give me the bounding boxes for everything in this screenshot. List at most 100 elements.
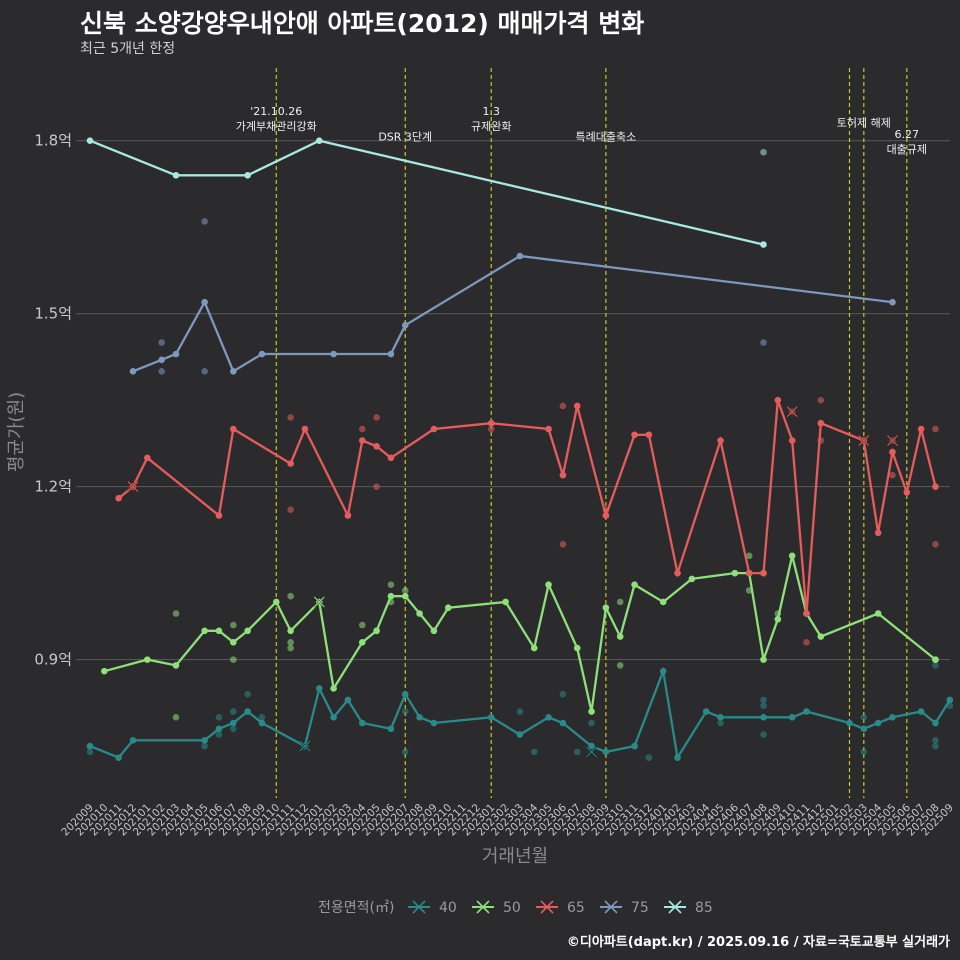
scatter-point-40 xyxy=(215,731,223,738)
data-point-40 xyxy=(86,742,94,750)
legend-swatch-x xyxy=(476,900,490,914)
data-point-50 xyxy=(760,656,767,663)
data-point-85 xyxy=(315,137,323,145)
data-point-75 xyxy=(387,350,395,358)
x-marker-stroke xyxy=(887,435,898,446)
x-marker-stroke xyxy=(858,435,870,446)
scatter-point-65 xyxy=(373,483,380,490)
data-point-50 xyxy=(659,598,667,606)
scatter-point-40 xyxy=(86,748,94,756)
data-point-50 xyxy=(573,644,581,652)
data-point-40 xyxy=(330,713,337,721)
data-point-50 xyxy=(172,662,180,669)
source-caption: ©디아파트(dapt.kr) / 2025.09.16 / 자료=국토교통부 실… xyxy=(566,935,950,950)
data-point-40 xyxy=(401,690,409,698)
data-point-40 xyxy=(788,713,796,721)
legend: 전용면적(㎡) 40 50 65 75 85 xyxy=(318,900,713,916)
legend-swatch-x xyxy=(604,900,618,914)
data-point-40 xyxy=(946,696,954,704)
scatter-point-50 xyxy=(358,621,366,629)
data-point-75 xyxy=(401,321,409,329)
scatter-point-40 xyxy=(559,690,567,698)
data-point-50 xyxy=(874,610,882,617)
scatter-point-50 xyxy=(387,581,395,588)
scatter-point-40 xyxy=(258,713,266,721)
data-point-40 xyxy=(803,708,810,715)
data-point-65 xyxy=(803,610,810,617)
data-point-50 xyxy=(430,627,438,635)
data-point-50 xyxy=(201,627,208,635)
scatter-point-65 xyxy=(817,396,825,404)
event-label: 토허제 해제 xyxy=(837,115,891,129)
data-point-65 xyxy=(344,512,352,519)
legend-item-75: 75 xyxy=(600,900,649,916)
x-marker xyxy=(585,746,598,758)
data-point-65 xyxy=(774,396,782,404)
data-point-40 xyxy=(545,713,552,721)
data-point-65 xyxy=(874,529,882,537)
scatter-point-40 xyxy=(932,662,939,669)
x-marker xyxy=(886,434,899,447)
data-point-40 xyxy=(602,748,610,756)
event-label: '21.10.26 가계부채관리강화 xyxy=(236,105,317,133)
x-marker xyxy=(313,596,325,608)
event-label: 6.27 대출규제 xyxy=(887,128,927,156)
scatter-point-40 xyxy=(860,713,868,721)
data-point-40 xyxy=(702,708,710,715)
data-point-65 xyxy=(602,512,610,519)
data-point-75 xyxy=(129,368,137,375)
data-point-40 xyxy=(430,719,438,727)
x-marker-stroke xyxy=(586,746,597,758)
legend-swatch-x xyxy=(412,900,426,914)
scatter-point-65 xyxy=(487,425,495,433)
chart-title: 신북 소양강양우내안애 아파트(2012) 매매가격 변화 xyxy=(80,9,645,38)
scatter-point-50 xyxy=(616,662,624,669)
scatter-point-40 xyxy=(645,754,653,761)
legend-item-85: 85 xyxy=(664,900,713,916)
data-point-65 xyxy=(559,471,567,479)
data-point-40 xyxy=(387,725,395,733)
legend-swatch-x xyxy=(540,900,554,914)
data-point-85 xyxy=(760,241,767,248)
data-point-50 xyxy=(631,581,638,588)
data-point-50 xyxy=(602,604,610,612)
data-point-50 xyxy=(272,598,280,606)
series-line-85 xyxy=(89,139,764,246)
data-point-40 xyxy=(760,713,767,721)
series-group xyxy=(86,137,954,761)
data-point-50 xyxy=(530,644,538,652)
data-point-40 xyxy=(559,719,567,727)
x-marker-stroke xyxy=(786,406,798,418)
data-point-65 xyxy=(144,454,151,462)
legend-item-40: 40 xyxy=(408,900,457,916)
x-marker xyxy=(858,434,870,447)
scatter-point-65 xyxy=(559,541,567,548)
data-point-50 xyxy=(230,639,237,646)
scatter-point-50 xyxy=(230,656,237,663)
event-label: DSR 3단계 xyxy=(378,131,432,144)
data-point-40 xyxy=(874,719,882,727)
data-point-40 xyxy=(917,708,925,715)
x-marker-stroke xyxy=(127,481,139,493)
scatter-point-40 xyxy=(230,708,237,715)
data-point-50 xyxy=(616,633,624,640)
data-point-40 xyxy=(416,713,423,721)
data-point-40 xyxy=(516,731,524,738)
data-point-65 xyxy=(760,569,767,577)
data-point-40 xyxy=(215,725,223,733)
scatter-point-40 xyxy=(588,719,595,727)
data-point-75 xyxy=(201,298,208,306)
data-point-75 xyxy=(516,252,524,260)
data-point-40 xyxy=(115,754,122,761)
series-line-65 xyxy=(117,399,937,614)
data-point-85 xyxy=(86,137,94,145)
data-point-75 xyxy=(230,368,237,375)
scatter-point-40 xyxy=(230,725,237,733)
data-point-75 xyxy=(330,350,337,358)
data-point-50 xyxy=(444,604,452,612)
data-point-50 xyxy=(932,656,939,663)
data-point-50 xyxy=(215,627,223,635)
legend-label: 50 xyxy=(503,900,521,916)
data-point-50 xyxy=(731,569,739,577)
